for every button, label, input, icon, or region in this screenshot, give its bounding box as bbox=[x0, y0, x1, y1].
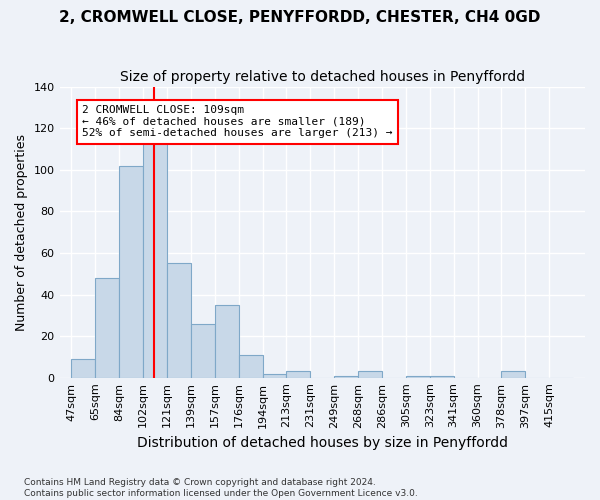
Bar bbox=[430, 376, 454, 378]
Text: 2, CROMWELL CLOSE, PENYFFORDD, CHESTER, CH4 0GD: 2, CROMWELL CLOSE, PENYFFORDD, CHESTER, … bbox=[59, 10, 541, 25]
Bar bbox=[143, 138, 167, 378]
Bar bbox=[286, 372, 310, 378]
Bar bbox=[95, 278, 119, 378]
Bar bbox=[406, 376, 430, 378]
Bar bbox=[502, 372, 525, 378]
Bar bbox=[167, 264, 191, 378]
Bar bbox=[119, 166, 143, 378]
Bar bbox=[215, 305, 239, 378]
Bar bbox=[239, 355, 263, 378]
Bar bbox=[191, 324, 215, 378]
Bar bbox=[71, 359, 95, 378]
Bar bbox=[263, 374, 286, 378]
Bar bbox=[334, 376, 358, 378]
Y-axis label: Number of detached properties: Number of detached properties bbox=[15, 134, 28, 330]
Text: Contains HM Land Registry data © Crown copyright and database right 2024.
Contai: Contains HM Land Registry data © Crown c… bbox=[24, 478, 418, 498]
Text: 2 CROMWELL CLOSE: 109sqm
← 46% of detached houses are smaller (189)
52% of semi-: 2 CROMWELL CLOSE: 109sqm ← 46% of detach… bbox=[82, 106, 392, 138]
Bar bbox=[358, 372, 382, 378]
X-axis label: Distribution of detached houses by size in Penyffordd: Distribution of detached houses by size … bbox=[137, 436, 508, 450]
Title: Size of property relative to detached houses in Penyffordd: Size of property relative to detached ho… bbox=[120, 70, 525, 84]
